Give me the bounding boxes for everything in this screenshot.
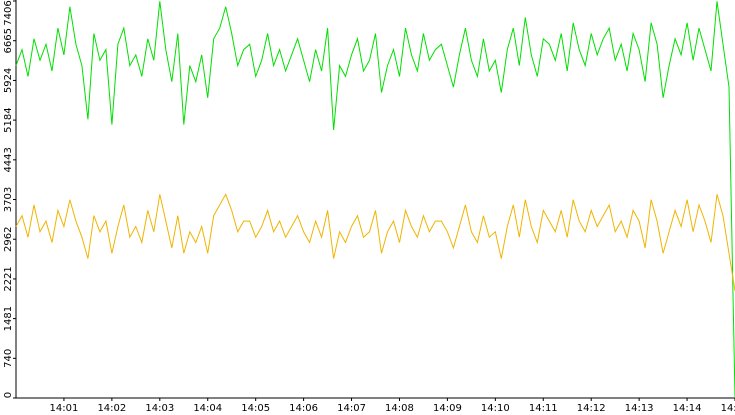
x-tick-label: 14:03 [145, 403, 174, 414]
x-tick-label: 14:08 [385, 403, 414, 414]
y-tick-label: 5924 [3, 68, 14, 93]
y-tick-label: 2221 [3, 266, 14, 291]
x-tick-label: 14:15 [721, 403, 735, 414]
x-tick-label: 14:14 [673, 403, 702, 414]
y-tick-label: 7406 [3, 0, 14, 25]
x-tick-label: 14:05 [241, 403, 270, 414]
x-tick-label: 14:12 [577, 403, 606, 414]
y-tick-label: 2962 [3, 226, 14, 251]
x-tick-label: 14:01 [50, 403, 79, 414]
y-tick-label: 0 [3, 392, 14, 398]
y-tick-label: 6665 [3, 28, 14, 53]
y-tick-label: 740 [3, 349, 14, 368]
x-tick-label: 14:10 [481, 403, 510, 414]
y-tick-label: 1481 [3, 306, 14, 331]
y-tick-label: 4443 [3, 147, 14, 172]
series-line [15, 193, 735, 291]
x-tick-label: 14:13 [625, 403, 654, 414]
x-tick-label: 14:04 [193, 403, 222, 414]
series-line [15, 1, 735, 399]
x-tick-label: 14:02 [97, 403, 126, 414]
x-tick-label: 14:09 [433, 403, 462, 414]
y-tick-label: 3703 [3, 187, 14, 212]
x-tick-label: 14:11 [529, 403, 558, 414]
y-tick-label: 5184 [3, 107, 14, 132]
x-tick-label: 14:07 [337, 403, 366, 414]
x-tick-label: 14:06 [289, 403, 318, 414]
